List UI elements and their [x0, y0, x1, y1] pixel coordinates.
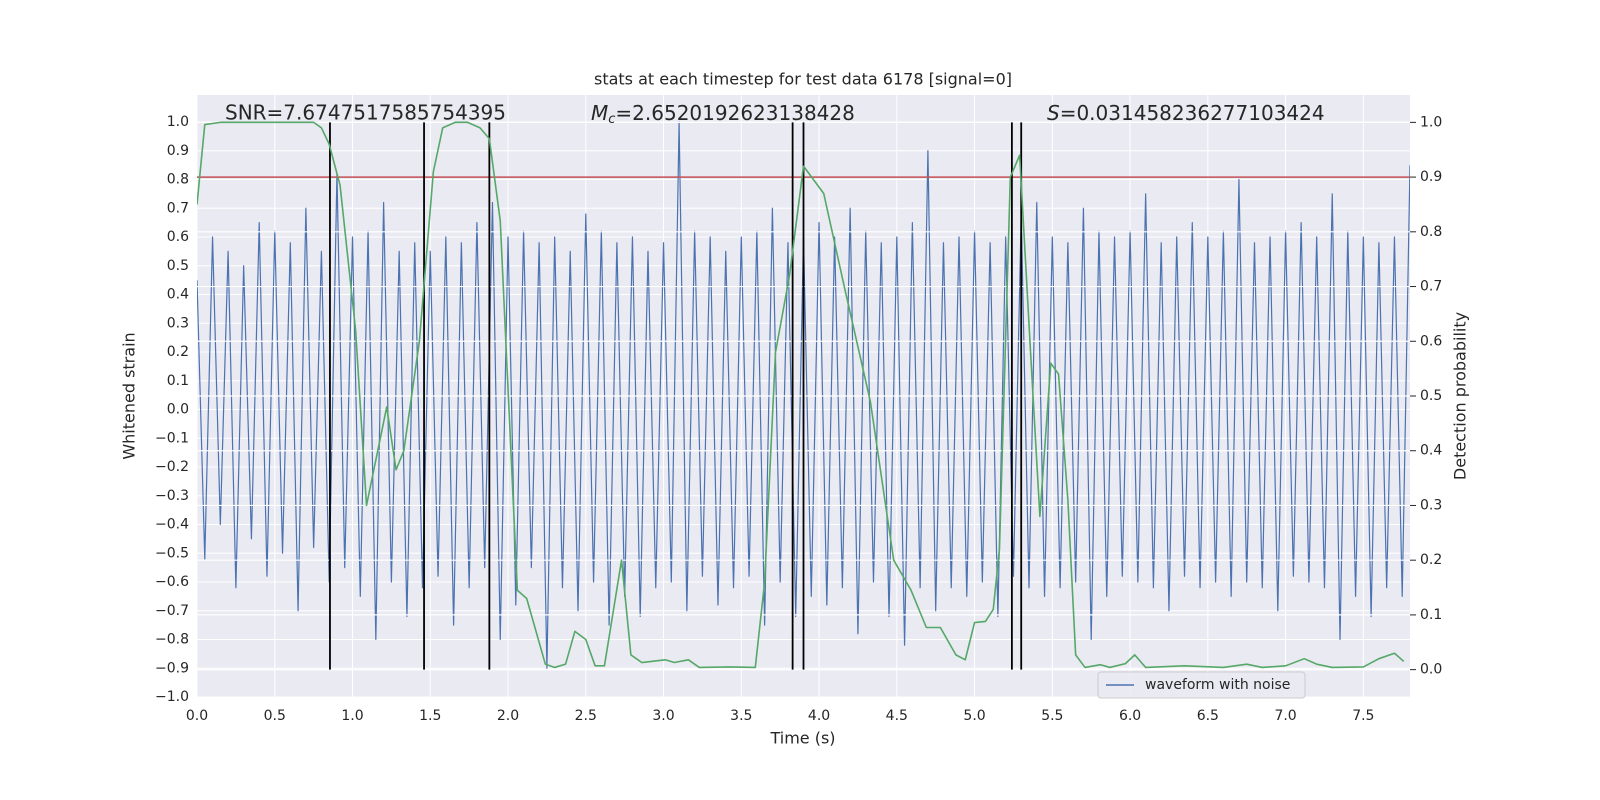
y-tick-label: −0.4 [155, 517, 189, 533]
annotation-subscript: c [608, 112, 615, 127]
x-tick-label: 0.5 [264, 708, 286, 724]
x-tick-label: 4.5 [886, 708, 908, 724]
annotation-symbol: M [591, 101, 608, 125]
y-tick-label: −0.8 [155, 632, 189, 648]
x-tick-label: 1.0 [341, 708, 363, 724]
x-tick-label: 7.0 [1274, 708, 1296, 724]
y-tick-label: −0.9 [155, 660, 189, 676]
x-tick-label: 2.5 [575, 708, 597, 724]
y-tick-label: 1.0 [167, 114, 189, 130]
x-tick-label: 2.0 [497, 708, 519, 724]
line-series [197, 121, 1405, 669]
annotation-symbol: S [1047, 101, 1060, 125]
x-tick-label: 6.5 [1197, 708, 1219, 724]
annotation: SNR=7.6747517585754395 [225, 101, 506, 125]
chart-title: stats at each timestep for test data 617… [594, 70, 1012, 89]
y-axis-label: Whitened strain [120, 332, 139, 459]
y-tick-label: −0.3 [155, 488, 189, 504]
y-tick-label: −0.7 [155, 603, 189, 619]
y-tick-label: −1.0 [155, 689, 189, 705]
y2-tick-label: 0.0 [1420, 662, 1442, 678]
y-tick-label: 0.0 [167, 402, 189, 418]
y2-tick-label: 0.3 [1420, 497, 1442, 513]
y-tick-label: 0.8 [167, 172, 189, 188]
x-tick-label: 3.0 [652, 708, 674, 724]
y2-tick-label: 0.1 [1420, 607, 1442, 623]
y-tick-label: 0.3 [167, 315, 189, 331]
x-axis-label: Time (s) [769, 729, 835, 748]
y2-tick-label: 0.6 [1420, 333, 1442, 349]
y2-tick-label: 0.4 [1420, 443, 1442, 459]
x-tick-label: 5.0 [963, 708, 985, 724]
x-tick-label: 1.5 [419, 708, 441, 724]
y-tick-label: −0.6 [155, 574, 189, 590]
over-layer: waveform with noise [197, 121, 1410, 699]
annotation: S=0.031458236277103424 [1047, 101, 1325, 125]
x-tick-label: 5.5 [1041, 708, 1063, 724]
y2-tick-label: 0.5 [1420, 388, 1442, 404]
x-tick-label: 4.0 [808, 708, 830, 724]
legend-box [1097, 671, 1306, 699]
y2-tick-label: 0.9 [1420, 169, 1442, 185]
y-tick-label: 0.2 [167, 344, 189, 360]
x-tick-label: 0.0 [186, 708, 208, 724]
y2-tick-label: 0.7 [1420, 279, 1442, 295]
y-tick-label: 0.5 [167, 258, 189, 274]
legend-label: waveform with noise [1145, 677, 1290, 693]
annotation-text: =0.031458236277103424 [1060, 101, 1325, 125]
y-tick-label: −0.1 [155, 430, 189, 446]
y2-tick-label: 1.0 [1420, 114, 1442, 130]
x-tick-label: 3.5 [730, 708, 752, 724]
y-tick-label: 0.7 [167, 200, 189, 216]
y-tick-label: 0.9 [167, 143, 189, 159]
y2-tick-label: 0.8 [1420, 224, 1442, 240]
annotation-text: =2.6520192623138428 [615, 101, 854, 125]
y-tick-label: −0.5 [155, 545, 189, 561]
x-tick-label: 7.5 [1352, 708, 1374, 724]
y2-axis-label: Detection probability [1451, 312, 1470, 480]
x-tick-label: 6.0 [1119, 708, 1141, 724]
y-tick-label: 0.1 [167, 373, 189, 389]
y-tick-label: 0.4 [167, 287, 189, 303]
y-tick-label: −0.2 [155, 459, 189, 475]
annotation: Mc=2.6520192623138428 [591, 101, 855, 127]
y2-tick-label: 0.2 [1420, 552, 1442, 568]
y-tick-label: 0.6 [167, 229, 189, 245]
